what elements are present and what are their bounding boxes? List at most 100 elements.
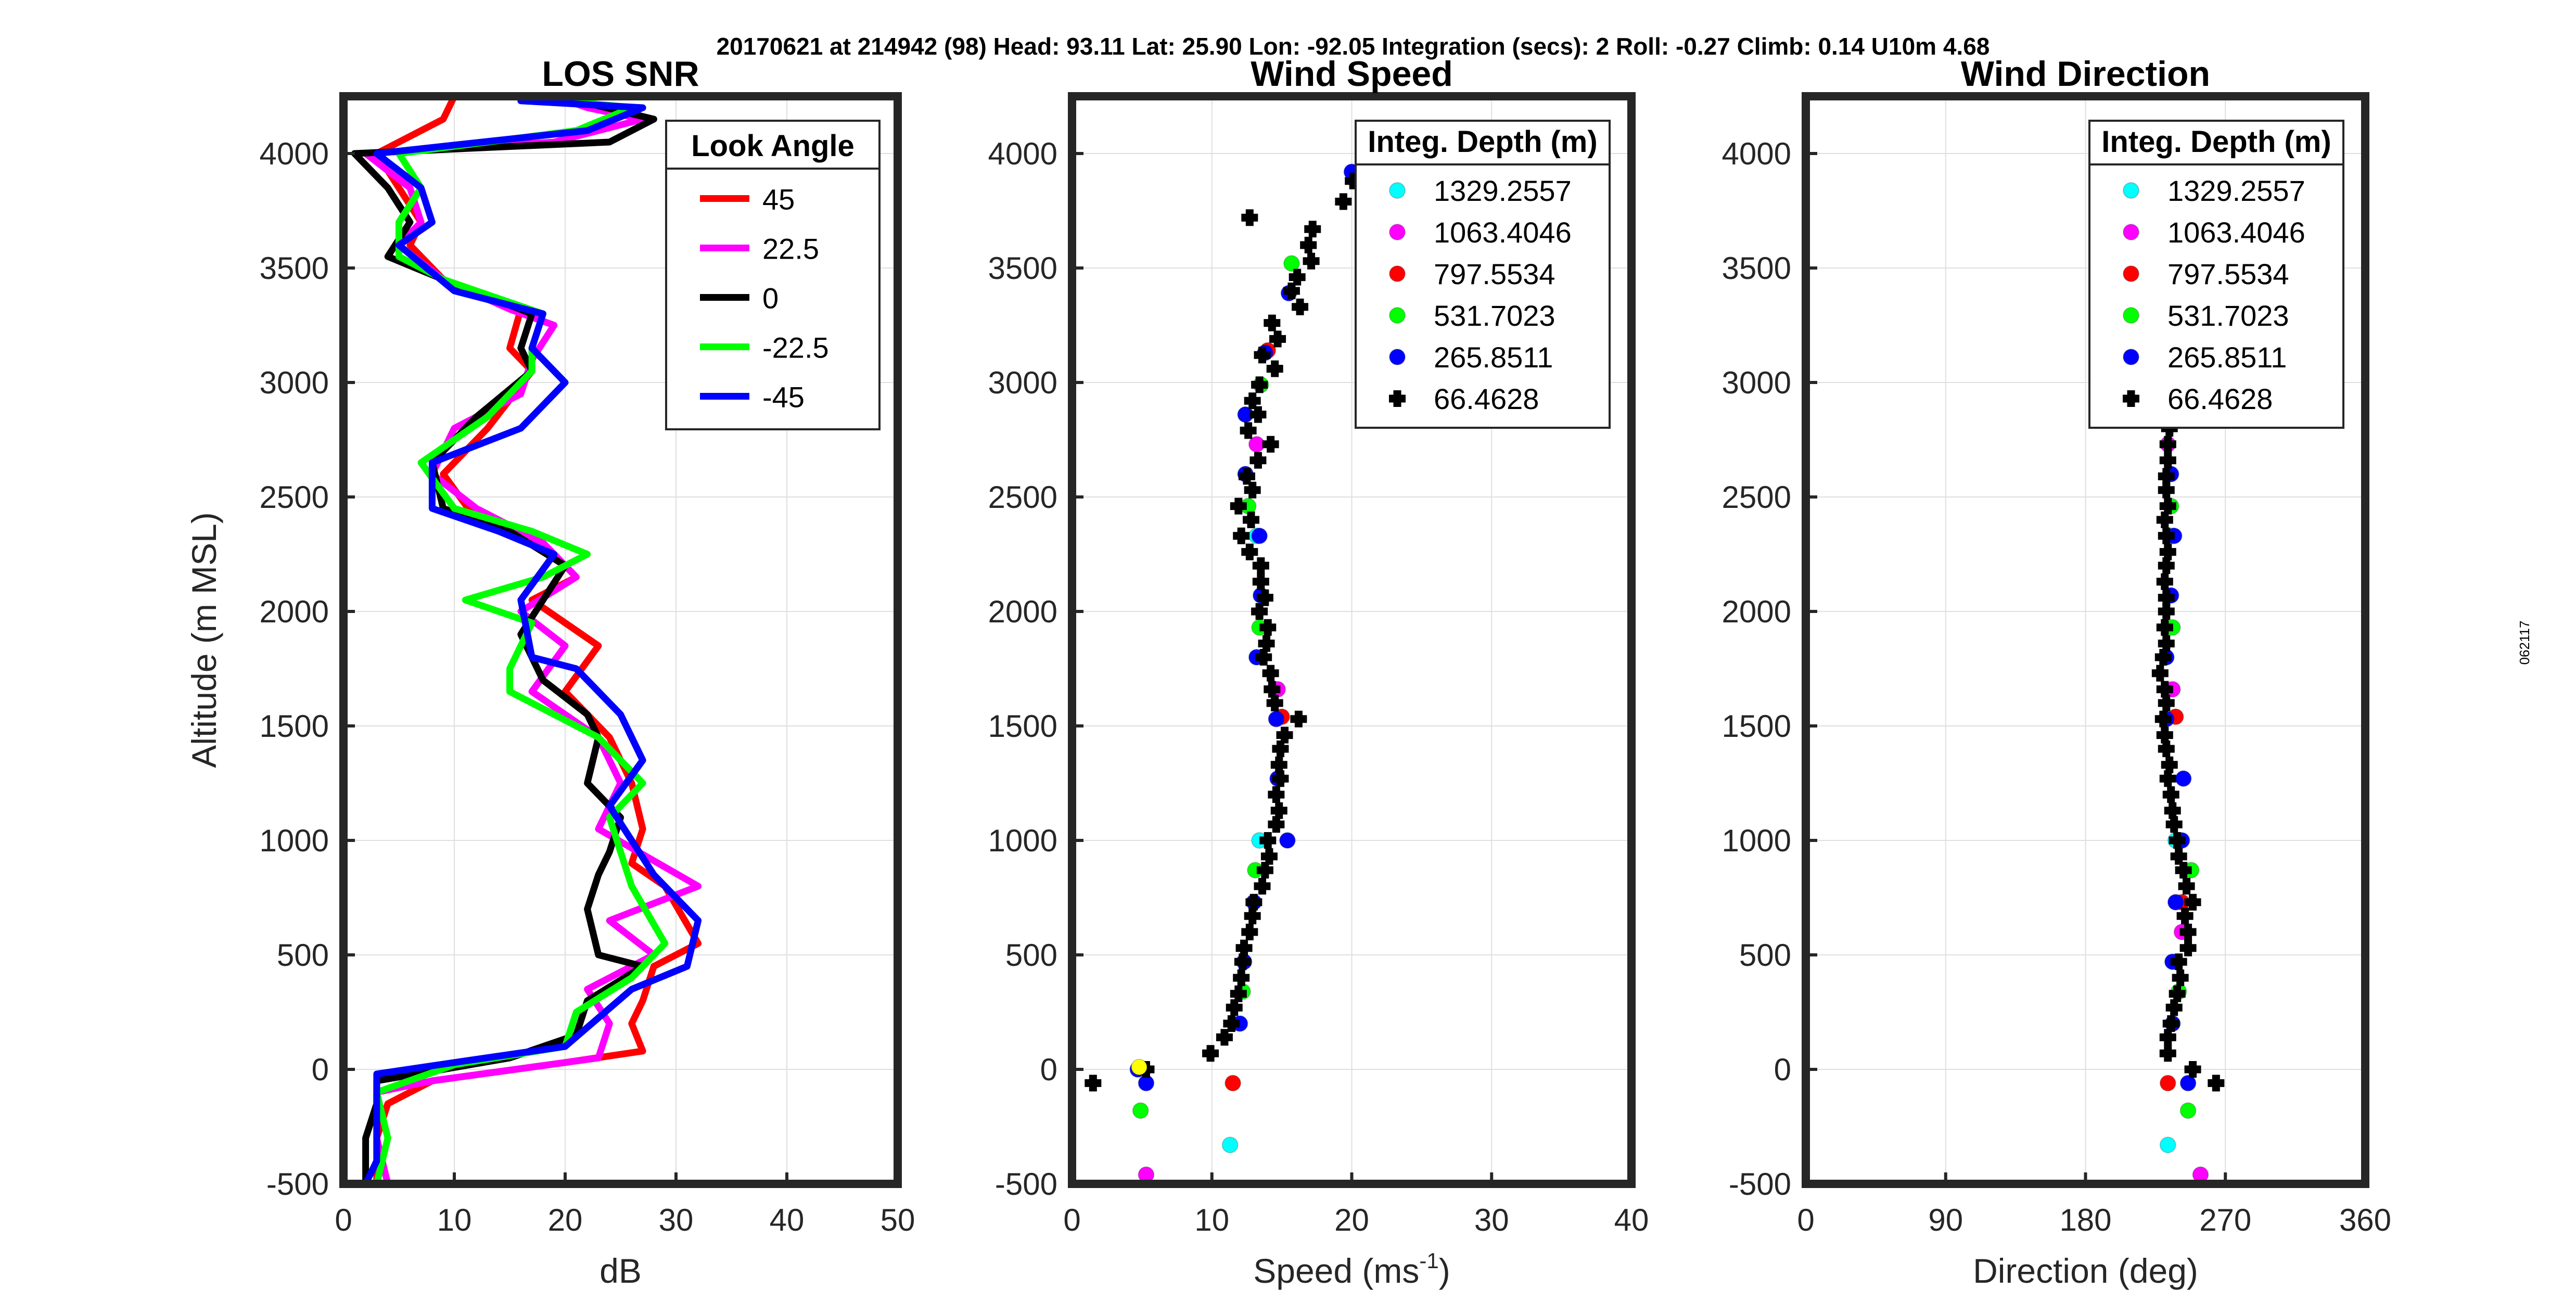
series-line-22-5: [373, 93, 669, 1188]
series-line-45: [362, 97, 702, 1188]
y-tick-label: 2000: [988, 594, 1057, 629]
point-66-4628: [1233, 969, 1250, 986]
legend-swatch-797-5534: [1389, 265, 1406, 282]
x-tick-label: 40: [1614, 1203, 1649, 1237]
legend-label-531-7023: 531.7023: [2167, 299, 2289, 332]
point-1329-2557: [2159, 1137, 2176, 1154]
axes-frame: [339, 92, 902, 1188]
x-tick-label: 40: [770, 1203, 805, 1237]
legend-label-66-4628: 66.4628: [2167, 382, 2273, 415]
y-tick-label: 4000: [1722, 136, 1791, 171]
legend-label-265-8511: 265.8511: [2167, 341, 2287, 374]
x-tick-label: 10: [1194, 1203, 1229, 1237]
side-label: 062117: [2517, 621, 2532, 665]
y-tick-label: 1000: [1722, 823, 1791, 858]
legend-swatch-1063-4046: [1389, 224, 1406, 240]
x-tick-label: 180: [2059, 1203, 2111, 1237]
legend-swatch-265-8511: [1389, 349, 1406, 365]
point-66-4628: [1289, 269, 1306, 286]
supertitle: 20170621 at 214942 (98) Head: 93.11 Lat:…: [717, 33, 1990, 60]
legend-title: Look Angle: [691, 129, 855, 163]
x-tick-label: 0: [1797, 1203, 1814, 1237]
point-66-4628: [1304, 221, 1321, 238]
panel-title: LOS SNR: [542, 54, 699, 94]
x-tick-label: 30: [1474, 1203, 1509, 1237]
point-66-4628: [1085, 1075, 1102, 1092]
legend-label-1063-4046: 1063.4046: [2167, 216, 2305, 249]
y-tick-label: 2500: [260, 480, 329, 515]
point-66-4628: [1256, 862, 1273, 879]
legend: Integ. Depth (m) 1329.2557 1063.4046 797.55…: [2088, 120, 2344, 429]
legend-label-45: 45: [762, 183, 795, 216]
x-tick-label: 360: [2339, 1203, 2391, 1237]
y-tick-label: 0: [1774, 1052, 1791, 1087]
point-66-4628: [2156, 619, 2173, 636]
x-tick-label: 20: [1334, 1203, 1369, 1237]
legend-swatch-1329-2557: [2123, 182, 2139, 199]
point-66-4628: [1241, 209, 1258, 226]
y-tick-label: 1000: [988, 823, 1057, 858]
point-66-4628: [1262, 665, 1279, 682]
y-tick-label: -500: [995, 1167, 1057, 1202]
point-66-4628: [1283, 283, 1300, 299]
point-66-4628: [2162, 786, 2179, 803]
x-tick-label: 0: [1063, 1203, 1080, 1237]
legend-swatch-797-5534: [2123, 265, 2139, 282]
legend-title: Integ. Depth (m): [2101, 125, 2331, 159]
point-66-4628: [2151, 665, 2169, 682]
point-66-4628: [2156, 573, 2173, 590]
point-797-5534: [1225, 1075, 1242, 1092]
point-66-4628: [1268, 816, 1285, 833]
point-66-4628: [2176, 908, 2194, 925]
legend-swatch-66-4628: [1389, 390, 1406, 407]
y-tick-label: 2000: [1722, 594, 1791, 629]
point-66-4628: [1300, 237, 1317, 253]
point-66-4628: [2169, 832, 2186, 849]
point-66-4628: [1244, 481, 1261, 499]
x-tick-label: 270: [2199, 1203, 2251, 1237]
x-axis-label: Direction (deg): [1973, 1252, 2198, 1290]
point-66-4628: [2158, 481, 2175, 499]
point-66-4628: [1241, 543, 1258, 560]
point-265-8511: [2175, 770, 2192, 787]
point-66-4628: [1233, 527, 1250, 544]
x-axis-label: Speed (ms-1): [1253, 1248, 1450, 1290]
point-531-7023: [2179, 1102, 2197, 1119]
y-tick-label: -500: [266, 1167, 329, 1202]
legend-label-66-4628: 66.4628: [1434, 382, 1539, 415]
wind-direction-panel: 0 90 180 270 360-500050010001500200025003000…: [1722, 54, 2392, 1290]
legend: Look Angle 45 22.5 0 -22.5 -45: [665, 120, 881, 430]
point-66-4628: [2179, 939, 2197, 956]
point-66-4628: [1259, 619, 1277, 636]
point-797-5534: [2159, 1075, 2176, 1092]
point-66-4628: [2158, 527, 2175, 544]
legend-swatch-66-4628: [2123, 390, 2139, 407]
y-tick-label: 3500: [260, 251, 329, 286]
point-66-4628: [2170, 953, 2187, 971]
point-66-4628: [2170, 848, 2187, 865]
point-66-4628: [2208, 1075, 2225, 1092]
point-66-4628: [1260, 848, 1278, 865]
point-66-4628: [1249, 452, 1267, 469]
point-66-4628: [1276, 726, 1293, 744]
point-66-4628: [2158, 603, 2175, 620]
point-66-4628: [2158, 741, 2175, 757]
point-66-4628: [1272, 770, 1289, 787]
point-66-4628: [1252, 573, 1269, 590]
y-tick-label: 3500: [1722, 251, 1791, 286]
legend-swatch-1329-2557: [1389, 182, 1406, 199]
point-66-4628: [2175, 862, 2192, 879]
legend-swatch-531-7023: [2123, 307, 2139, 324]
point-66-4628: [2184, 1061, 2201, 1078]
point-66-4628: [1252, 557, 1269, 574]
y-tick-label: 3000: [1722, 365, 1791, 400]
y-tick-label: 500: [1005, 938, 1057, 973]
legend-swatch-265-8511: [2123, 349, 2139, 365]
legend-label-265-8511: 265.8511: [1434, 341, 1553, 374]
point-66-4628: [2165, 816, 2183, 833]
point-66-4628: [1243, 512, 1259, 528]
point-66-4628: [2159, 436, 2176, 453]
point-66-4628: [2172, 969, 2189, 986]
point-66-4628: [1262, 436, 1279, 453]
panel-title: Wind Direction: [1961, 54, 2210, 94]
